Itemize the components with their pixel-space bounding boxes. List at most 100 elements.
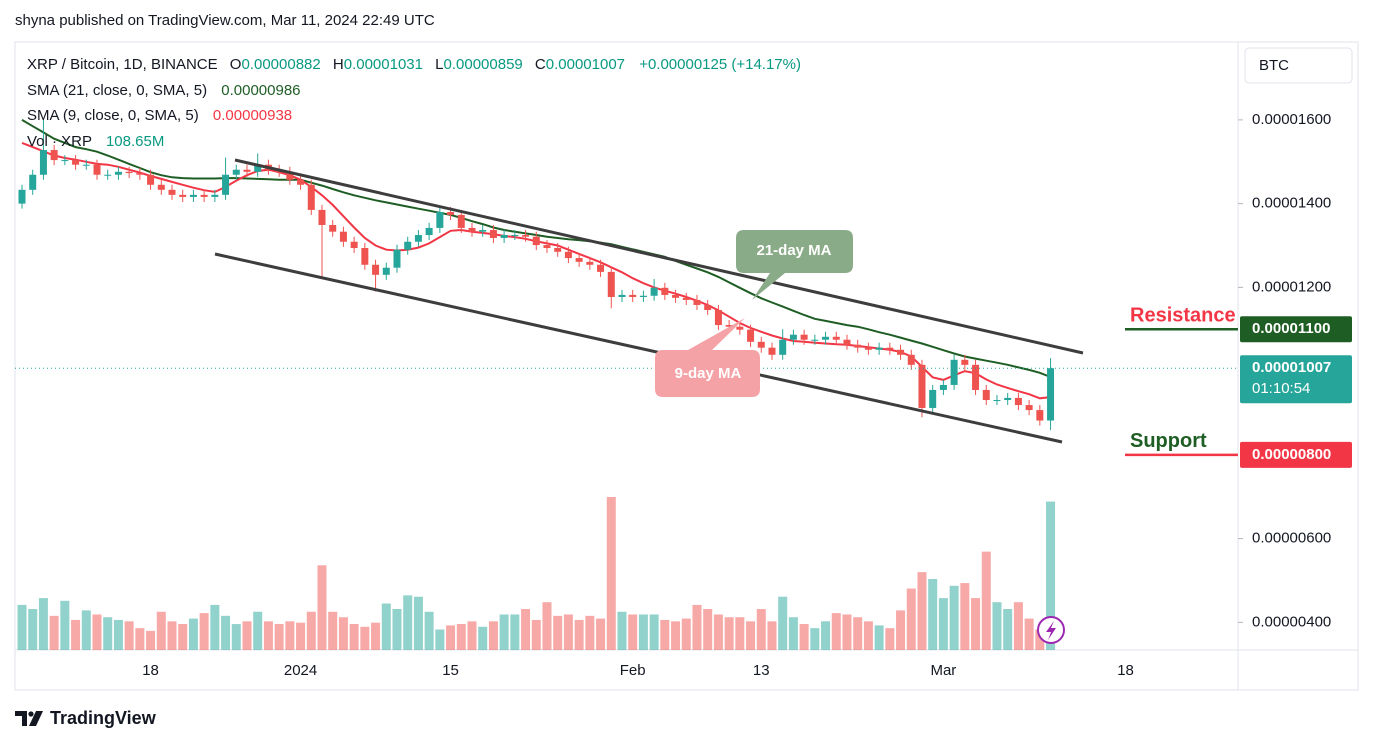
volume-bar: [896, 610, 906, 650]
volume-bar: [349, 624, 359, 650]
candle-body: [993, 400, 1001, 402]
candle-body: [950, 359, 958, 385]
candle-body: [414, 235, 422, 242]
ma-name: SMA (21, close, 0, SMA, 5): [27, 81, 208, 99]
candle-body: [50, 150, 58, 161]
level-price: 0.00001100: [1252, 320, 1330, 337]
candle-body: [457, 214, 465, 228]
x-tick-label: 2024: [284, 662, 317, 679]
x-tick-label: 15: [442, 662, 459, 679]
volume-bar: [692, 604, 702, 650]
replay-icon[interactable]: [1037, 616, 1065, 644]
candle-body: [222, 174, 230, 195]
volume-bar: [499, 614, 509, 650]
y-tick-label: 0.00001200: [1252, 278, 1331, 295]
candle-body: [982, 389, 990, 401]
ohlc-value: 0.00000882: [241, 56, 321, 73]
volume-bar: [874, 625, 884, 650]
legend-row: SMA (9, close, 0, SMA, 5) 0.00000938: [27, 103, 801, 129]
candle-body: [564, 251, 572, 259]
volume-bar: [906, 588, 916, 650]
candle-body: [779, 339, 787, 355]
volume-bar: [28, 609, 38, 650]
candle-body: [650, 287, 658, 296]
candle-body: [704, 304, 712, 310]
volume-bar: [606, 497, 616, 650]
volume-bar: [124, 621, 134, 650]
candle-body: [200, 194, 208, 197]
ohlc-value: 0.00001007: [545, 56, 626, 73]
volume-bar: [242, 621, 252, 650]
legend-row: XRP / Bitcoin, 1D, BINANCE O0.00000882 H…: [27, 52, 801, 78]
candle-body: [436, 212, 444, 228]
volume-bar: [392, 609, 402, 650]
candle-body: [864, 347, 872, 350]
legend: XRP / Bitcoin, 1D, BINANCE O0.00000882 H…: [27, 52, 801, 155]
volume-bar: [413, 596, 423, 650]
volume-bar: [113, 619, 123, 650]
volume-bar: [585, 615, 595, 650]
candle-body: [886, 347, 894, 350]
volume-bar: [103, 617, 113, 650]
volume-bar: [831, 613, 841, 650]
candle-body: [618, 294, 626, 298]
volume-bar: [210, 604, 220, 650]
candle-body: [811, 339, 819, 341]
candle-body: [447, 212, 455, 215]
volume-bar: [917, 572, 927, 650]
volume-bar: [767, 621, 777, 650]
volume-bar: [928, 578, 938, 650]
volume-bar: [446, 625, 456, 650]
volume-bar: [992, 602, 1002, 650]
candle-body: [682, 297, 690, 300]
brand-logo: [15, 711, 43, 726]
volume-bar: [81, 610, 91, 650]
candle-body: [339, 231, 347, 242]
volume-bar: [660, 619, 670, 650]
volume-bar: [188, 618, 198, 650]
volume-bar: [199, 613, 209, 650]
volume-bar: [681, 618, 691, 650]
candle-body: [1025, 405, 1033, 411]
logo-part: [28, 711, 34, 717]
volume-bar: [788, 617, 798, 650]
volume-bar: [156, 611, 166, 650]
candle-body: [736, 326, 744, 330]
volume-bar: [38, 598, 48, 650]
candle-body: [136, 173, 144, 175]
candle-body: [543, 245, 551, 249]
x-tick-label: 13: [753, 662, 770, 679]
candle-body: [532, 236, 540, 246]
level-price-box: [1240, 441, 1352, 468]
candle-body: [425, 227, 433, 236]
volume-bar: [488, 621, 498, 650]
currency-button-box[interactable]: [1244, 47, 1353, 84]
candle-body: [232, 169, 240, 175]
ohlc-value: 0.00000859: [443, 56, 523, 73]
level-price-box: [1240, 316, 1352, 343]
logo-part: [29, 711, 43, 726]
callout-box: [736, 230, 853, 300]
candle-body: [961, 359, 969, 365]
currency-label[interactable]: BTC: [1259, 57, 1289, 74]
x-tick-label: 18: [1117, 662, 1134, 679]
candle-body: [114, 171, 122, 175]
candle-body: [147, 174, 155, 185]
volume-bar: [981, 551, 991, 650]
currency-button[interactable]: BTC: [1244, 47, 1353, 84]
candle-body: [404, 241, 412, 250]
level-name: Support: [1130, 430, 1207, 452]
volume-bar: [649, 614, 659, 650]
candle-body: [500, 235, 508, 238]
candle-body: [789, 334, 797, 340]
volume-bar: [1024, 618, 1034, 650]
candle-body: [939, 384, 947, 390]
icon-bolt[interactable]: [1046, 621, 1056, 640]
candle-body: [875, 347, 883, 350]
candle-body: [61, 160, 69, 162]
candle-body: [843, 339, 851, 345]
y-tick-label: 0.00001400: [1252, 195, 1331, 212]
trend-line-lower: [214, 252, 1063, 444]
volume-bar: [135, 628, 145, 650]
